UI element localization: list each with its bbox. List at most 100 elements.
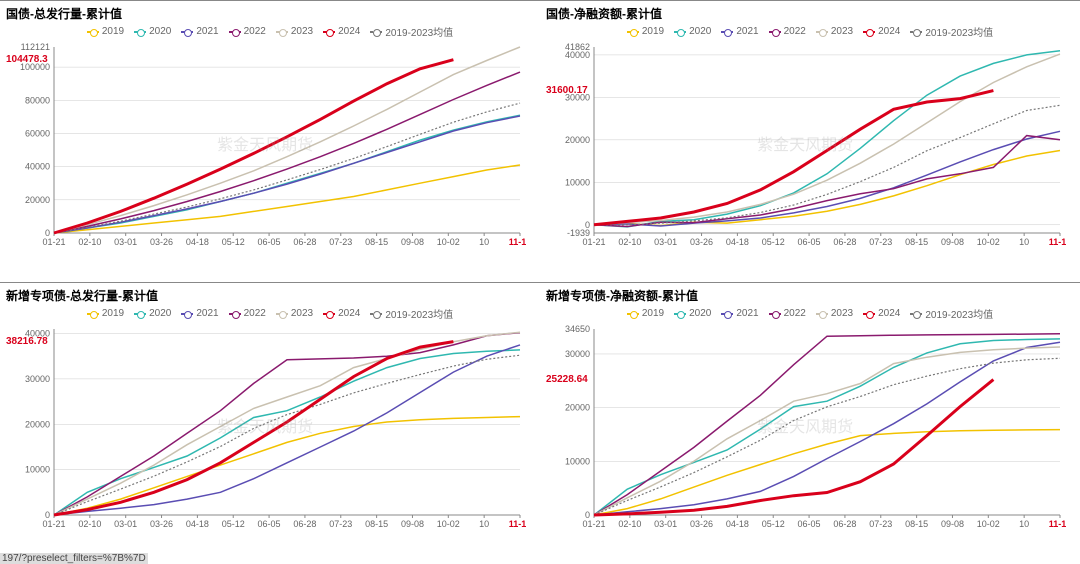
svg-text:10-02: 10-02 (437, 519, 460, 529)
svg-text:02-10: 02-10 (78, 519, 101, 529)
legend-label: 2019-2023均值 (925, 306, 993, 321)
legend-item-2024[interactable]: 2024 (863, 24, 900, 39)
svg-text:01-21: 01-21 (42, 519, 65, 529)
svg-text:06-05: 06-05 (258, 237, 281, 247)
legend-item-2020[interactable]: 2020 (674, 306, 711, 321)
red-annotation: 38216.78 (6, 336, 48, 347)
svg-text:08-15: 08-15 (365, 519, 388, 529)
legend-item-2020[interactable]: 2020 (134, 306, 171, 321)
legend-label: 2022 (784, 26, 806, 37)
legend-item-2021[interactable]: 2021 (721, 24, 758, 39)
legend-label: 2019 (102, 26, 124, 37)
chart-area: 01000020000300003465001-2102-1003-0103-2… (546, 323, 1074, 562)
svg-text:03-01: 03-01 (114, 519, 137, 529)
legend-item-2020[interactable]: 2020 (134, 24, 171, 39)
legend-item-2023[interactable]: 2023 (816, 306, 853, 321)
svg-text:30000: 30000 (25, 374, 50, 384)
legend-item-avg[interactable]: 2019-2023均值 (370, 24, 453, 39)
legend-item-2019[interactable]: 2019 (87, 306, 124, 321)
svg-text:09-08: 09-08 (401, 237, 424, 247)
svg-text:05-12: 05-12 (762, 519, 785, 529)
legend-item-2024[interactable]: 2024 (323, 24, 360, 39)
legend-swatch (87, 28, 99, 36)
svg-text:10: 10 (479, 237, 489, 247)
legend-label: 2019 (102, 308, 124, 319)
svg-text:08-15: 08-15 (905, 237, 928, 247)
legend-item-2022[interactable]: 2022 (229, 24, 266, 39)
legend-item-2023[interactable]: 2023 (276, 306, 313, 321)
legend-label: 2020 (689, 26, 711, 37)
legend-item-2019[interactable]: 2019 (627, 306, 664, 321)
svg-text:10: 10 (1019, 519, 1029, 529)
legend-item-2023[interactable]: 2023 (816, 24, 853, 39)
svg-text:04-18: 04-18 (726, 237, 749, 247)
svg-text:34650: 34650 (565, 324, 590, 334)
svg-text:11-10: 11-10 (509, 237, 526, 247)
legend-item-2024[interactable]: 2024 (323, 306, 360, 321)
svg-text:06-05: 06-05 (258, 519, 281, 529)
legend-item-2024[interactable]: 2024 (863, 306, 900, 321)
legend-swatch (276, 310, 288, 318)
legend-label: 2019 (642, 26, 664, 37)
legend-swatch (910, 310, 922, 318)
svg-text:03-26: 03-26 (150, 237, 173, 247)
legend-label: 2021 (196, 26, 218, 37)
legend-swatch (769, 310, 781, 318)
panel-title: 新增专项债-总发行量-累计值 (6, 287, 534, 304)
legend-item-2022[interactable]: 2022 (229, 306, 266, 321)
svg-text:41862: 41862 (565, 42, 590, 52)
legend-label: 2019-2023均值 (385, 306, 453, 321)
legend-item-2020[interactable]: 2020 (674, 24, 711, 39)
panel-4: 新增专项债-净融资额-累计值20192020202120222023202420… (540, 282, 1080, 564)
legend-swatch (721, 28, 733, 36)
legend-label: 2022 (244, 26, 266, 37)
legend-item-avg[interactable]: 2019-2023均值 (910, 24, 993, 39)
legend-swatch (863, 28, 875, 36)
svg-text:04-18: 04-18 (726, 519, 749, 529)
svg-text:10000: 10000 (25, 465, 50, 475)
legend-item-2021[interactable]: 2021 (181, 306, 218, 321)
svg-text:06-28: 06-28 (293, 519, 316, 529)
legend-label: 2024 (878, 308, 900, 319)
svg-text:02-10: 02-10 (618, 519, 641, 529)
legend-swatch (627, 28, 639, 36)
legend-item-2019[interactable]: 2019 (627, 24, 664, 39)
panel-2: 国债-净融资额-累计值 2019 2020 2021 2022 2023 2024 2019-… (540, 0, 1080, 282)
legend-swatch (229, 28, 241, 36)
legend-item-avg[interactable]: 2019-2023均值 (910, 306, 993, 321)
panel-title: 国债-净融资额-累计值 (546, 5, 1074, 22)
legend-label: 2023 (291, 26, 313, 37)
svg-text:10: 10 (479, 519, 489, 529)
legend-item-2021[interactable]: 2021 (721, 306, 758, 321)
legend-label: 2021 (196, 308, 218, 319)
chart-svg: 02000040000600008000010000011212101-2102… (6, 41, 526, 251)
legend-item-2023[interactable]: 2023 (276, 24, 313, 39)
svg-text:112121: 112121 (21, 42, 50, 52)
legend-item-2019[interactable]: 2019 (87, 24, 124, 39)
legend-label: 2023 (831, 26, 853, 37)
series-avg (54, 355, 520, 515)
legend-swatch (181, 310, 193, 318)
legend-item-2021[interactable]: 2021 (181, 24, 218, 39)
legend-swatch (323, 310, 335, 318)
red-annotation: 104478.3 (6, 54, 48, 65)
svg-text:03-01: 03-01 (654, 519, 677, 529)
legend-item-avg[interactable]: 2019-2023均值 (370, 306, 453, 321)
svg-text:03-26: 03-26 (690, 519, 713, 529)
legend-item-2022[interactable]: 2022 (769, 306, 806, 321)
series-2019 (594, 430, 1060, 515)
series-2019 (594, 151, 1060, 226)
legend-swatch (181, 28, 193, 36)
legend-item-2022[interactable]: 2022 (769, 24, 806, 39)
legend-swatch (370, 28, 382, 36)
legend-swatch (769, 28, 781, 36)
red-annotation: 25228.64 (546, 374, 588, 385)
legend: 2019 2020 2021 2022 2023 2024 2019-2023均值 (546, 306, 1074, 321)
legend: 2019 2020 2021 2022 2023 2024 2019-2023均值 (6, 306, 534, 321)
chart-svg: 01000020000300004000001-2102-1003-0103-2… (6, 323, 526, 533)
legend-label: 2024 (878, 26, 900, 37)
legend-swatch (627, 310, 639, 318)
svg-text:07-23: 07-23 (329, 519, 352, 529)
svg-text:09-08: 09-08 (941, 237, 964, 247)
legend-label: 2020 (149, 26, 171, 37)
